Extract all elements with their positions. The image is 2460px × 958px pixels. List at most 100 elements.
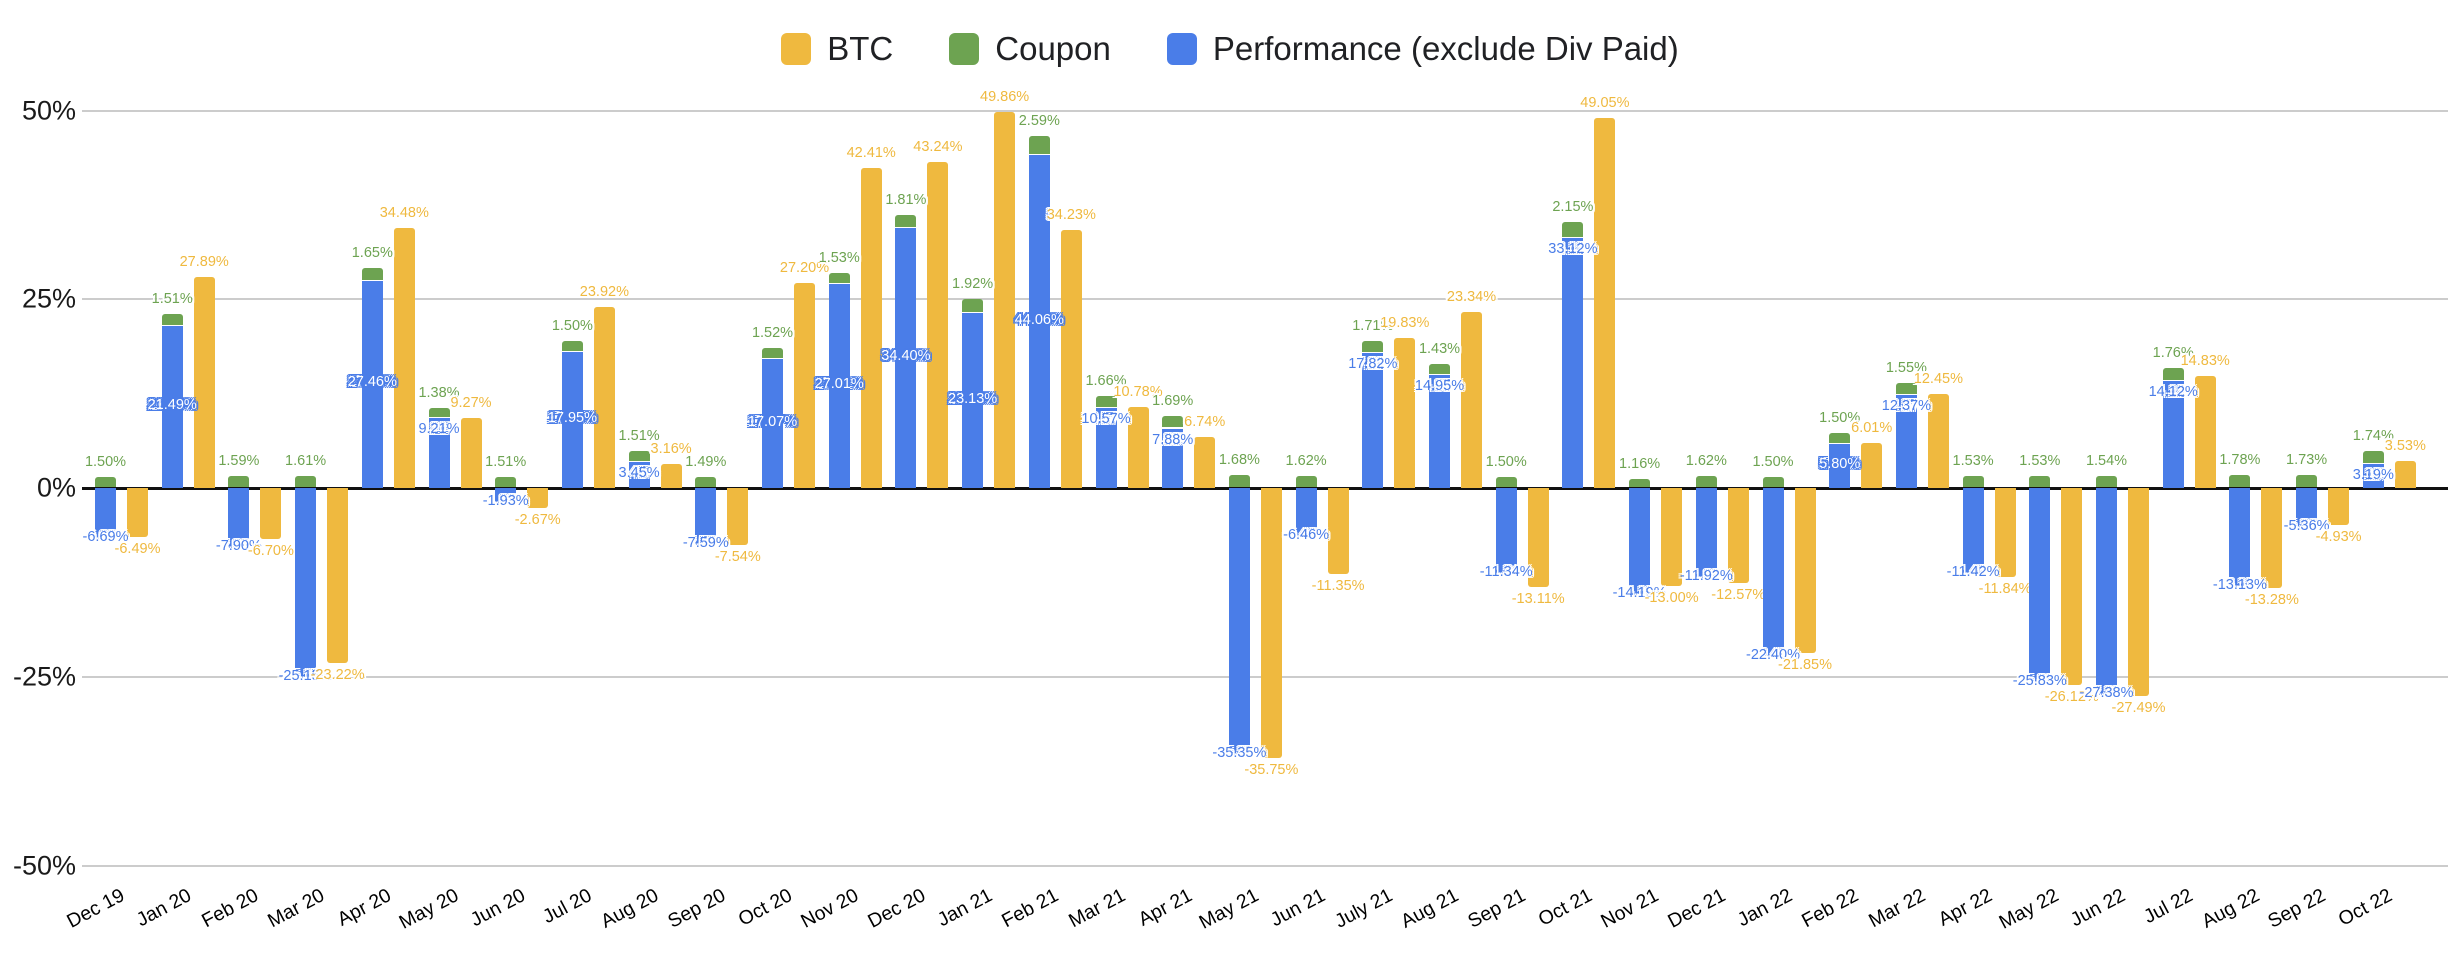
legend-item-btc[interactable]: BTC [781, 30, 893, 68]
bar-performance[interactable] [628, 461, 650, 488]
bar-coupon[interactable] [1762, 476, 1784, 487]
bar-performance[interactable] [495, 488, 517, 503]
bar-coupon[interactable] [561, 341, 583, 352]
bar-coupon[interactable] [1228, 475, 1250, 487]
bar-coupon[interactable] [1162, 415, 1184, 428]
bar-btc[interactable] [927, 161, 949, 488]
bar-btc[interactable] [1794, 488, 1816, 653]
bar-coupon[interactable] [828, 272, 850, 284]
bar-coupon[interactable] [2362, 450, 2384, 463]
bar-coupon[interactable] [361, 268, 383, 280]
bar-coupon[interactable] [762, 347, 783, 359]
bar-performance[interactable] [1895, 394, 1917, 488]
bar-coupon[interactable] [2296, 474, 2318, 487]
bar-performance[interactable] [428, 418, 450, 488]
bar-btc[interactable] [727, 488, 749, 545]
bar-coupon[interactable] [95, 476, 116, 487]
bar-performance[interactable] [762, 359, 783, 488]
bar-btc[interactable] [1060, 229, 1082, 488]
bar-performance[interactable] [161, 325, 183, 488]
bar-performance[interactable] [2162, 381, 2184, 488]
bar-btc[interactable] [1994, 488, 2016, 578]
bar-btc[interactable] [2394, 461, 2416, 488]
bar-coupon[interactable] [428, 408, 450, 418]
bar-coupon[interactable] [161, 314, 183, 325]
bar-coupon[interactable] [1095, 395, 1117, 408]
bar-btc[interactable] [1394, 338, 1416, 488]
bar-performance[interactable] [695, 488, 717, 546]
bar-coupon[interactable] [2096, 476, 2117, 487]
bar-btc[interactable] [260, 488, 282, 539]
bar-btc[interactable] [593, 307, 615, 488]
bar-btc[interactable] [2194, 376, 2216, 488]
bar-coupon[interactable] [1962, 476, 1984, 487]
bar-btc[interactable] [327, 488, 349, 664]
bar-performance[interactable] [1362, 353, 1384, 488]
bar-performance[interactable] [895, 228, 917, 488]
bar-btc[interactable] [1927, 394, 1949, 488]
bar-btc[interactable] [1461, 311, 1482, 488]
bar-btc[interactable] [2128, 488, 2149, 696]
bar-coupon[interactable] [1829, 432, 1851, 444]
bar-performance[interactable] [2096, 488, 2117, 695]
bar-btc[interactable] [1327, 488, 1349, 574]
bar-coupon[interactable] [1295, 475, 1317, 487]
bar-performance[interactable] [1095, 408, 1117, 488]
bar-btc[interactable] [994, 111, 1016, 488]
bar-performance[interactable] [1495, 488, 1517, 574]
bar-coupon[interactable] [1028, 135, 1050, 155]
bar-performance[interactable] [1829, 444, 1851, 488]
bar-btc[interactable] [1727, 488, 1749, 583]
bar-btc[interactable] [660, 464, 682, 488]
bar-coupon[interactable] [228, 475, 250, 487]
bar-performance[interactable] [2296, 488, 2318, 529]
bar-coupon[interactable] [895, 214, 917, 228]
bar-btc[interactable] [2328, 488, 2350, 526]
bar-performance[interactable] [1762, 488, 1784, 658]
bar-coupon[interactable] [495, 476, 517, 487]
bar-performance[interactable] [1295, 488, 1317, 537]
bar-performance[interactable] [1962, 488, 1984, 575]
bar-btc[interactable] [1594, 117, 1616, 488]
bar-btc[interactable] [2061, 488, 2083, 686]
bar-performance[interactable] [1028, 155, 1050, 488]
bar-btc[interactable] [1527, 488, 1549, 587]
bar-coupon[interactable] [295, 475, 317, 487]
bar-btc[interactable] [1861, 442, 1883, 488]
bar-coupon[interactable] [2029, 476, 2051, 487]
bar-coupon[interactable] [1695, 475, 1717, 487]
bar-coupon[interactable] [2162, 368, 2184, 381]
legend-item-coupon[interactable]: Coupon [949, 30, 1111, 68]
bar-coupon[interactable] [695, 476, 717, 487]
bar-performance[interactable] [962, 313, 984, 488]
bar-coupon[interactable] [2229, 474, 2251, 487]
bar-performance[interactable] [1695, 488, 1717, 578]
bar-coupon[interactable] [1362, 340, 1384, 353]
bar-btc[interactable] [860, 167, 882, 488]
bar-performance[interactable] [295, 488, 317, 678]
bar-btc[interactable] [127, 488, 148, 537]
bar-performance[interactable] [1429, 375, 1450, 488]
bar-performance[interactable] [2362, 463, 2384, 488]
bar-performance[interactable] [1629, 488, 1651, 596]
legend-item-performance[interactable]: Performance (exclude Div Paid) [1166, 30, 1679, 68]
bar-btc[interactable] [794, 282, 815, 488]
bar-performance[interactable] [2029, 488, 2051, 684]
bar-btc[interactable] [193, 277, 215, 488]
bar-coupon[interactable] [1495, 476, 1517, 487]
bar-btc[interactable] [393, 227, 415, 488]
bar-coupon[interactable] [1429, 364, 1450, 375]
bar-performance[interactable] [1228, 488, 1250, 755]
bar-performance[interactable] [1562, 237, 1584, 488]
bar-coupon[interactable] [962, 298, 984, 313]
bar-coupon[interactable] [1895, 382, 1917, 394]
bar-btc[interactable] [460, 418, 482, 488]
bar-coupon[interactable] [1562, 221, 1584, 237]
bar-btc[interactable] [1194, 437, 1216, 488]
bar-btc[interactable] [2261, 488, 2283, 589]
bar-performance[interactable] [228, 488, 250, 548]
bar-btc[interactable] [527, 488, 549, 509]
bar-btc[interactable] [1127, 406, 1149, 488]
bar-btc[interactable] [1661, 488, 1683, 587]
bar-coupon[interactable] [1629, 479, 1651, 487]
